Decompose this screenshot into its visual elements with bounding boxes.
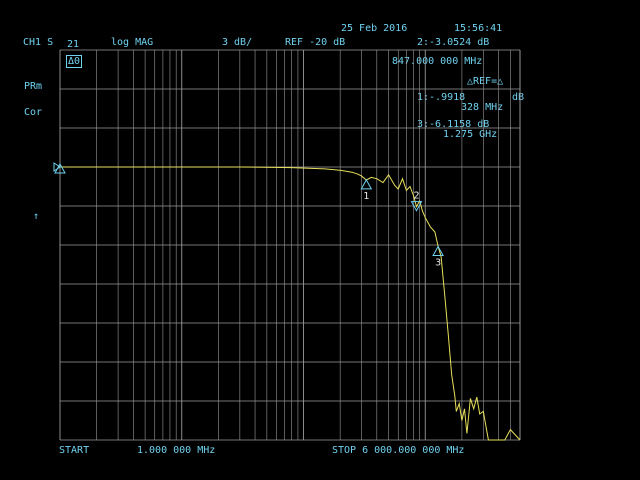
delta-ref-label: △REF=△ bbox=[467, 76, 504, 87]
reference-level-arrow bbox=[53, 162, 61, 172]
active-marker-readout: 2:-3.0524 dB bbox=[417, 37, 490, 48]
correction-label: Cor bbox=[24, 107, 43, 118]
scale-label: 3 dB/ bbox=[222, 37, 253, 48]
marker-3-triangle bbox=[432, 245, 444, 257]
stop-frequency: STOP 6 000.000 000 MHz bbox=[332, 445, 465, 456]
plot-grid bbox=[59, 49, 521, 441]
marker-1-label: 1 bbox=[363, 191, 369, 202]
marker-2-triangle bbox=[410, 201, 423, 212]
s21-trace bbox=[60, 166, 521, 441]
format-label: log MAG bbox=[111, 37, 154, 48]
marker-layer: 1 2 3 bbox=[53, 162, 444, 269]
marker-2-label: 2 bbox=[413, 191, 419, 202]
start-label: START bbox=[59, 445, 90, 456]
start-frequency: 1.000 000 MHz bbox=[137, 445, 216, 456]
marker-1-frequency: 328 MHz bbox=[461, 102, 504, 113]
marker-1-value: 1:-.9918 bbox=[417, 92, 466, 103]
marker-unit-label: dB bbox=[512, 92, 525, 103]
marker-1-triangle bbox=[360, 178, 373, 190]
trace-layer bbox=[60, 166, 521, 441]
active-marker-frequency: 847.000 000 MHz bbox=[392, 56, 483, 67]
channel-label: CH1 S bbox=[23, 37, 54, 48]
marker-3-frequency: 1.275 GHz bbox=[443, 129, 498, 140]
reference-label: REF -20 dB bbox=[285, 37, 346, 48]
time-label: 15:56:41 bbox=[454, 23, 503, 34]
date-label: 25 Feb 2016 bbox=[341, 23, 408, 34]
marker-3-label: 3 bbox=[435, 258, 441, 269]
parameter-label: 21 bbox=[67, 39, 80, 50]
up-arrow-icon: ↑ bbox=[33, 211, 40, 222]
prm-label: PRm bbox=[24, 81, 43, 92]
mode-box: Δ0 bbox=[66, 55, 83, 68]
